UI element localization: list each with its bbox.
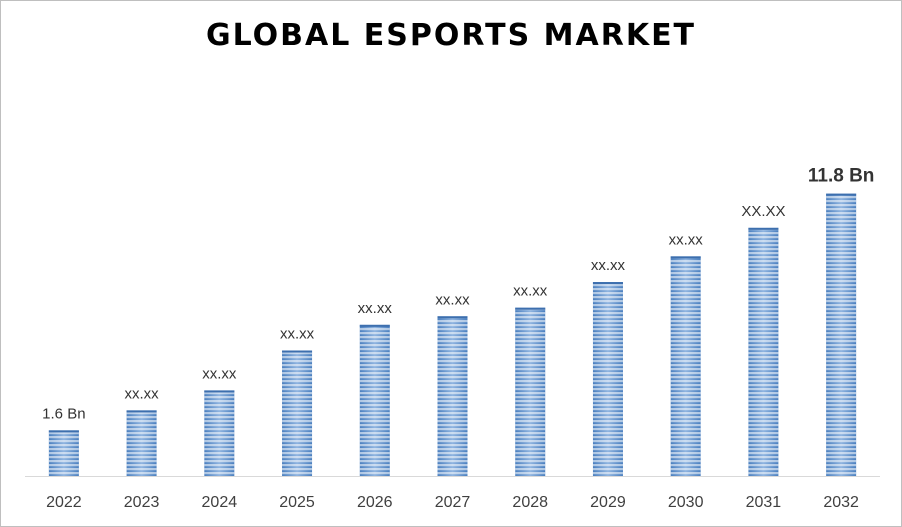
x-tick-label-2023: 2023	[124, 494, 160, 511]
bars-group	[48, 193, 857, 476]
value-label-2027: xx.xx	[435, 291, 470, 308]
bar-stripes-2031	[748, 227, 779, 476]
x-tick-label-2024: 2024	[202, 494, 238, 511]
bar-stripes-2022	[48, 430, 79, 476]
bar-top-edge-2025	[282, 350, 313, 353]
value-label-2030: xx.xx	[669, 231, 704, 248]
bar-top-edge-2032	[826, 193, 857, 196]
value-label-2022: 1.6 Bn	[42, 405, 85, 422]
value-label-2025: xx.xx	[280, 325, 315, 342]
bar-stripes-2023	[126, 410, 157, 476]
x-tick-label-2027: 2027	[435, 494, 471, 511]
bar-stripes-2029	[592, 282, 623, 476]
bar-stripes-2027	[437, 316, 468, 476]
x-tick-labels-group: 2022 2023 2024 2025 2026 2027 2028 2029 2030 2031…	[46, 494, 859, 511]
bar-2024	[204, 390, 235, 476]
bar-top-edge-2027	[437, 316, 468, 319]
value-label-2028: xx.xx	[513, 283, 548, 300]
x-tick-label-2030: 2030	[668, 494, 704, 511]
bar-top-edge-2024	[204, 390, 235, 393]
bar-stripes-2025	[282, 350, 313, 476]
x-tick-label-2031: 2031	[746, 494, 782, 511]
bar-stripes-2024	[204, 390, 235, 476]
bar-2031	[748, 227, 779, 476]
bar-top-edge-2026	[359, 324, 390, 327]
bar-top-edge-2030	[670, 256, 701, 259]
bar-stripes-2032	[826, 193, 857, 476]
value-label-2032: 11.8 Bn	[808, 166, 875, 187]
x-tick-label-2029: 2029	[590, 494, 626, 511]
bar-2023	[126, 410, 157, 476]
bar-2022	[48, 430, 79, 476]
bar-2027	[437, 316, 468, 476]
x-tick-label-2025: 2025	[279, 494, 315, 511]
x-tick-label-2028: 2028	[512, 494, 548, 511]
bar-2025	[282, 350, 313, 476]
x-tick-label-2022: 2022	[46, 494, 82, 511]
value-labels-group: 1.6 Bn xx.xx xx.xx xx.xx xx.xx xx.xx xx.xx xx.x…	[42, 166, 874, 423]
chart-title: GLOBAL ESPORTS MARKET	[205, 18, 697, 53]
bar-2030	[670, 256, 701, 476]
value-label-2029: xx.xx	[591, 257, 626, 274]
bar-top-edge-2028	[515, 307, 546, 310]
bar-top-edge-2023	[126, 410, 157, 413]
bar-2028	[515, 307, 546, 476]
bar-2032	[826, 193, 857, 476]
bar-2029	[592, 282, 623, 476]
value-label-2023: xx.xx	[125, 385, 160, 402]
value-label-2031: XX.XX	[741, 203, 785, 220]
value-label-2024: xx.xx	[202, 365, 237, 382]
value-label-2026: xx.xx	[358, 300, 393, 317]
bar-stripes-2026	[359, 324, 390, 476]
bar-stripes-2030	[670, 256, 701, 476]
x-tick-label-2026: 2026	[357, 494, 393, 511]
bar-2026	[359, 324, 390, 476]
bar-stripes-2028	[515, 307, 546, 476]
bar-top-edge-2022	[48, 430, 79, 433]
bar-top-edge-2029	[592, 282, 623, 285]
bar-top-edge-2031	[748, 227, 779, 230]
x-tick-label-2032: 2032	[823, 494, 859, 511]
